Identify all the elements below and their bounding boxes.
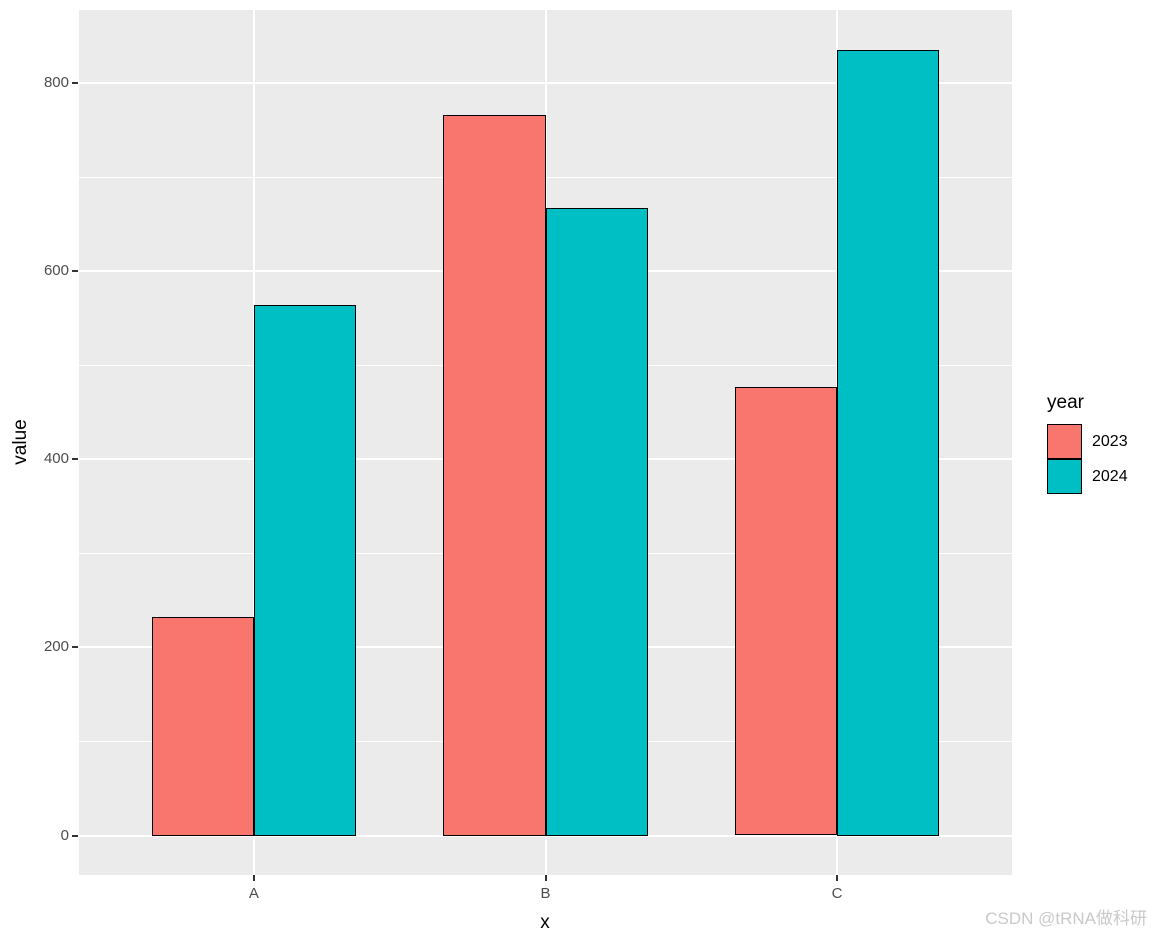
x-tick-mark-B (544, 875, 547, 881)
x-tick-mark-A (252, 875, 255, 881)
y-tick-label-0: 0 (60, 826, 69, 844)
legend-key-label-2024: 2024 (1092, 467, 1128, 485)
y-tick-mark-800 (72, 82, 78, 85)
legend-swatch-2023 (1047, 424, 1082, 459)
plot-panel (79, 10, 1012, 875)
x-tick-mark-C (836, 875, 839, 881)
x-axis-title: x (540, 912, 550, 933)
x-tick-label-B: B (540, 885, 551, 902)
legend: year 2023 2024 (1047, 392, 1128, 494)
y-tick-label-200: 200 (43, 638, 69, 656)
y-tick-label-400: 400 (43, 450, 69, 468)
bar-C-2023 (735, 387, 838, 836)
y-tick-label-800: 800 (43, 74, 69, 92)
legend-swatch-2024 (1047, 459, 1082, 494)
y-tick-mark-600 (72, 270, 78, 273)
legend-item-2024: 2024 (1047, 459, 1128, 494)
legend-items: 2023 2024 (1047, 424, 1128, 494)
legend-item-2023: 2023 (1047, 424, 1128, 459)
y-tick-mark-400 (72, 458, 78, 461)
legend-key-label-2023: 2023 (1092, 432, 1128, 450)
bar-C-2024 (837, 50, 940, 836)
y-tick-mark-200 (72, 646, 78, 649)
bar-B-2023 (443, 115, 546, 836)
legend-title: year (1047, 392, 1084, 413)
bar-A-2023 (151, 617, 254, 836)
y-tick-mark-0 (72, 834, 78, 837)
y-tick-label-600: 600 (43, 262, 69, 280)
x-tick-label-C: C (831, 885, 843, 902)
x-tick-label-A: A (248, 885, 259, 902)
bar-B-2024 (545, 208, 648, 836)
watermark: CSDN @tRNA做科研 (985, 909, 1147, 928)
bar-A-2024 (253, 305, 356, 836)
